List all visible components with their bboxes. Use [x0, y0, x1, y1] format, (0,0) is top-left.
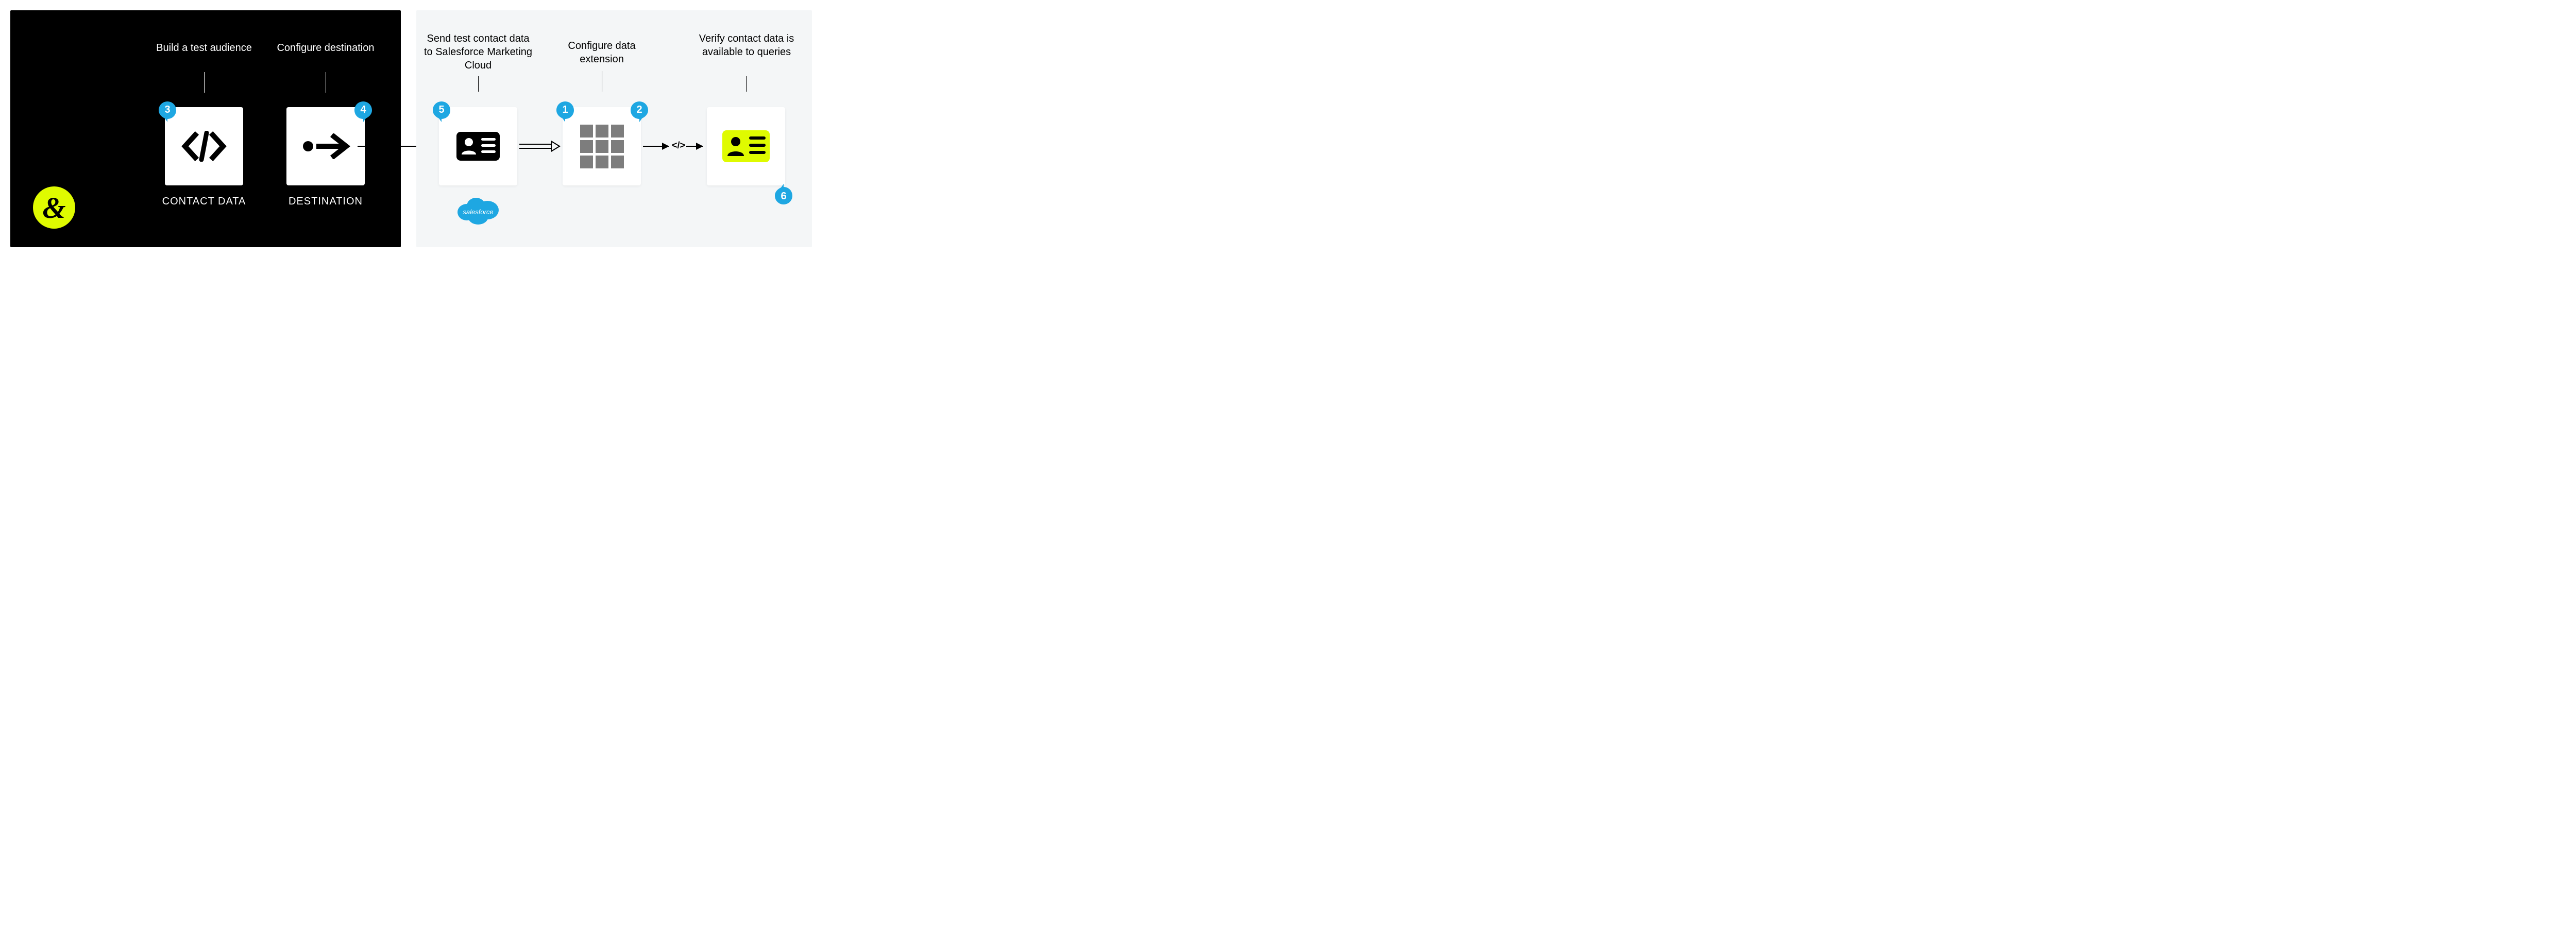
caption-verify: Verify contact data is available to quer… [692, 32, 801, 59]
caption-configure-destination: Configure destination [274, 41, 377, 55]
arrow-open [519, 144, 553, 149]
caption-send-test: Send test contact data to Salesforce Mar… [421, 32, 535, 72]
connector-line [478, 76, 479, 92]
badge-4: 4 [353, 101, 373, 123]
id-card-dark-icon [455, 131, 501, 162]
id-card-yellow-icon [721, 129, 771, 163]
ampersand-logo-icon: & [33, 186, 75, 229]
salesforce-text: salesforce [463, 208, 493, 216]
diagram-root: Build a test audience Configure destinat… [10, 10, 812, 247]
code-tag-icon [181, 131, 227, 162]
badge-5: 5 [432, 101, 451, 123]
badge-2: 2 [630, 101, 649, 123]
dot-arrow-icon [300, 133, 351, 159]
panel-source: Build a test audience Configure destinat… [10, 10, 401, 247]
arrow-code-left [643, 146, 669, 147]
arrow-to-right-panel [358, 146, 425, 147]
badge-1: 1 [555, 101, 575, 123]
connector-line [746, 76, 747, 92]
badge-6: 6 [774, 183, 793, 205]
badge-3: 3 [158, 101, 177, 123]
salesforce-logo-icon: salesforce [455, 195, 501, 226]
code-mini-icon: </> [672, 140, 685, 151]
card-verify [707, 107, 785, 185]
label-destination: DESTINATION [274, 196, 377, 208]
arrow-code-right [686, 146, 703, 147]
connector-line [204, 72, 205, 93]
panel-salesforce: Send test contact data to Salesforce Mar… [416, 10, 812, 247]
caption-configure-extension: Configure data extension [550, 39, 653, 66]
caption-build-audience: Build a test audience [152, 41, 256, 55]
grid-9-icon [576, 121, 628, 172]
label-contact-data: CONTACT DATA [152, 196, 256, 208]
